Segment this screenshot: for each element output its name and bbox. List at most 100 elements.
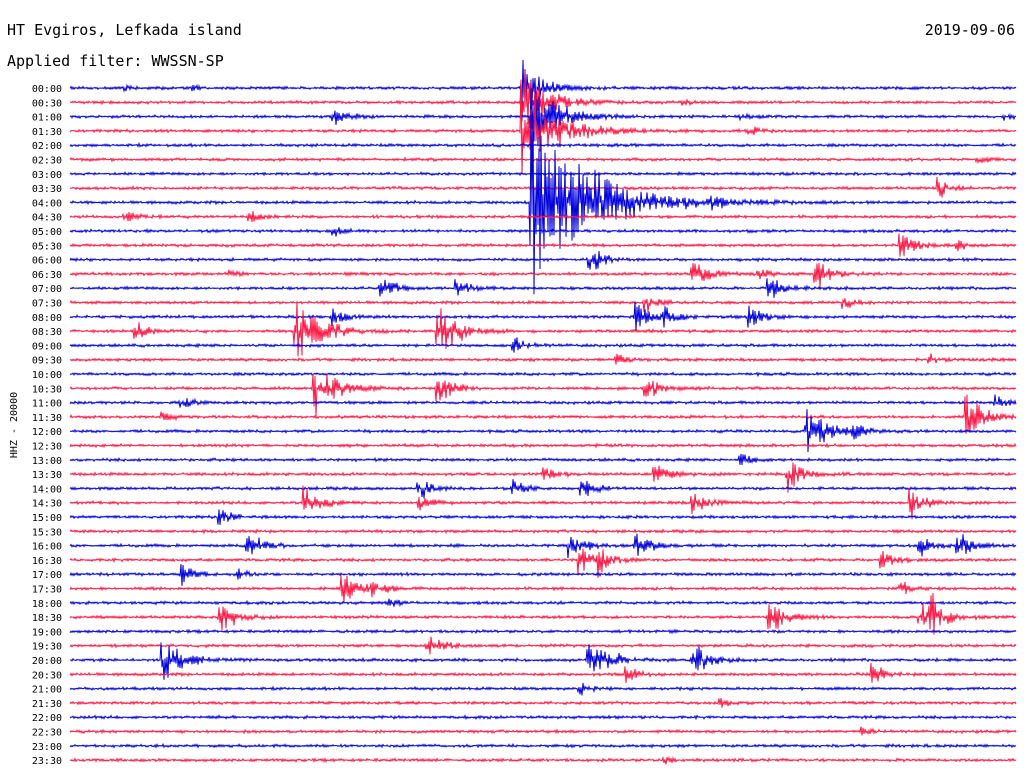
row-time-label: 07:00	[32, 284, 62, 295]
row-time-label: 01:00	[32, 113, 62, 124]
row-time-label: 17:30	[32, 585, 62, 596]
trace-line	[69, 177, 1017, 198]
trace-line	[69, 251, 1017, 270]
row-time-label: 14:00	[32, 484, 62, 495]
trace-line	[69, 528, 1017, 535]
row-time-label: 21:30	[32, 699, 62, 710]
trace-line	[69, 509, 1017, 525]
station-title: HT Evgiros, Lefkada island	[7, 21, 242, 39]
trace-line	[69, 371, 1017, 378]
trace-line	[69, 548, 1017, 579]
row-time-label: 15:30	[32, 527, 62, 538]
trace-line	[69, 533, 1017, 559]
row-time-label: 21:00	[32, 685, 62, 696]
row-time-label: 06:30	[32, 270, 62, 281]
trace-line	[69, 592, 1017, 635]
trace-line	[69, 598, 1017, 608]
row-time-label: 08:30	[32, 327, 62, 338]
trace-line	[69, 156, 1017, 165]
row-time-label: 13:30	[32, 470, 62, 481]
trace-line	[69, 227, 1017, 237]
row-time-label: 06:00	[32, 256, 62, 267]
trace-line	[69, 462, 1017, 493]
row-time-label: 22:00	[32, 713, 62, 724]
trace-line	[69, 479, 1017, 499]
trace-line	[69, 628, 1017, 635]
trace-line	[69, 682, 1017, 696]
row-time-label: 08:00	[32, 313, 62, 324]
row-time-label: 11:30	[32, 413, 62, 424]
row-time-label: 12:30	[32, 442, 62, 453]
trace-line	[69, 337, 1017, 353]
row-time-label: 04:00	[32, 198, 62, 209]
trace-line	[69, 394, 1017, 408]
row-time-label: 23:30	[32, 756, 62, 767]
row-time-label: 23:00	[32, 742, 62, 753]
row-time-label: 00:00	[32, 84, 62, 95]
trace-line	[69, 409, 1017, 453]
row-time-label: 03:30	[32, 184, 62, 195]
y-axis-label: HHZ - 20000	[9, 392, 20, 458]
row-time-label: 09:30	[32, 356, 62, 367]
trace-line	[69, 298, 1017, 313]
trace-line	[69, 575, 1017, 603]
row-time-label: 20:00	[32, 656, 62, 667]
row-time-label: 19:00	[32, 627, 62, 638]
row-time-label: 03:00	[32, 170, 62, 181]
trace-line	[69, 233, 1017, 257]
date-label: 2019-09-06	[924, 21, 1015, 39]
trace-line	[69, 453, 1017, 466]
trace-line	[69, 262, 1017, 288]
row-time-label: 04:30	[32, 213, 62, 224]
row-time-label: 02:00	[32, 141, 62, 152]
row-time-label: 17:00	[32, 570, 62, 581]
row-time-label: 10:30	[32, 384, 62, 395]
row-time-label: 05:00	[32, 227, 62, 238]
trace-line	[69, 726, 1017, 736]
trace-line	[69, 755, 1017, 765]
trace-line	[69, 100, 1017, 295]
row-time-label: 22:30	[32, 728, 62, 739]
trace-line	[69, 211, 1017, 222]
trace-line	[69, 88, 1017, 147]
trace-line	[69, 301, 1017, 332]
trace-line	[69, 141, 1017, 149]
trace-line	[69, 59, 1017, 107]
trace-line	[69, 698, 1017, 708]
trace-line	[69, 300, 1017, 357]
trace-line	[69, 636, 1017, 655]
row-time-label: 19:30	[32, 642, 62, 653]
trace-line	[69, 170, 1017, 177]
row-time-label: 12:00	[32, 427, 62, 438]
trace-line	[69, 71, 1017, 124]
trace-line	[69, 373, 1017, 417]
row-time-label: 14:30	[32, 499, 62, 510]
row-time-label: 09:00	[32, 341, 62, 352]
row-time-label: 18:30	[32, 613, 62, 624]
row-time-label: 00:30	[32, 98, 62, 109]
row-time-label: 13:00	[32, 456, 62, 467]
trace-line	[69, 278, 1017, 298]
row-time-label: 16:00	[32, 542, 62, 553]
trace-line	[69, 485, 1017, 520]
trace-line	[69, 742, 1017, 749]
trace-line	[69, 714, 1017, 721]
row-time-label: 18:00	[32, 599, 62, 610]
row-time-label: 01:30	[32, 127, 62, 138]
filter-label: Applied filter: WWSSN-SP	[7, 52, 224, 70]
row-time-label: 15:00	[32, 513, 62, 524]
row-time-label: 07:30	[32, 299, 62, 310]
row-time-label: 16:30	[32, 556, 62, 567]
row-time-label: 10:00	[32, 370, 62, 381]
trace-line	[69, 564, 1017, 586]
trace-line	[69, 81, 1017, 175]
trace-line	[69, 662, 1017, 684]
trace-line	[69, 442, 1017, 449]
row-time-label: 11:00	[32, 399, 62, 410]
row-time-label: 20:30	[32, 670, 62, 681]
trace-line	[69, 394, 1017, 434]
trace-line	[69, 353, 1017, 365]
row-time-label: 02:30	[32, 156, 62, 167]
row-time-label: 05:30	[32, 241, 62, 252]
